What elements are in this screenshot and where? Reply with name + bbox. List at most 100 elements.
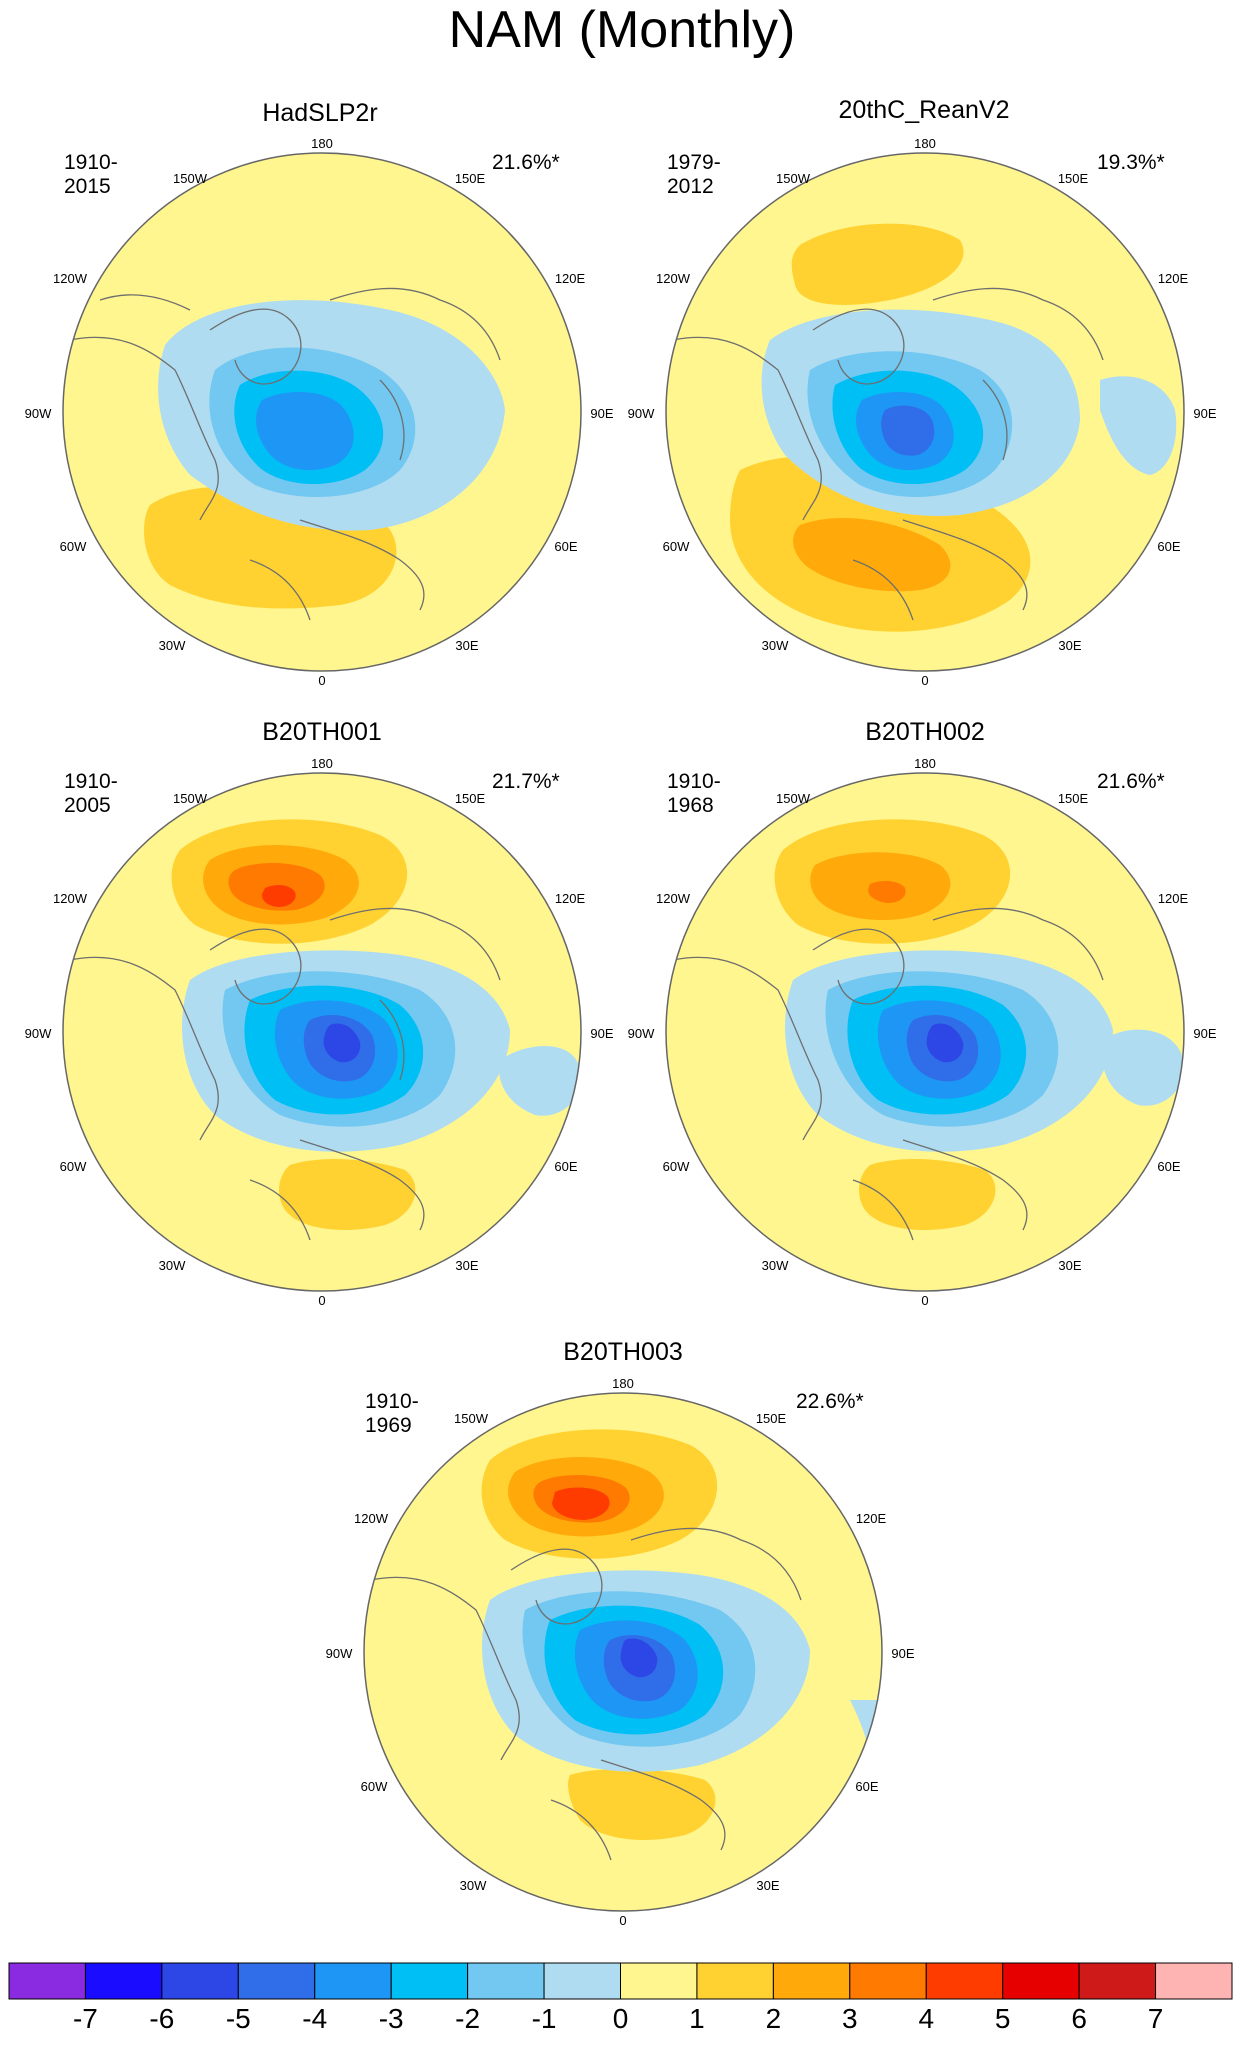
coastlines bbox=[370, 1527, 802, 1861]
lon-label-120e: 120E bbox=[1158, 891, 1189, 906]
colorbar-tick-label: -3 bbox=[378, 2003, 404, 2034]
lon-label-150w: 150W bbox=[454, 1411, 489, 1426]
period-label: 1910-2015 bbox=[64, 151, 118, 198]
colorbar-swatch bbox=[696, 1962, 774, 2000]
contour-negative-1b bbox=[1100, 376, 1177, 475]
contour-negative-5 bbox=[881, 405, 935, 456]
map-b20th003: 180 150W 150E 120W 120E 90W 90E 60W 60E … bbox=[326, 1376, 915, 1928]
lon-label-90w: 90W bbox=[326, 1646, 353, 1661]
period-label: 1910-1969 bbox=[365, 1390, 419, 1437]
map-b20th002: 180 150W 150E 120W 120E 90W 90E 60W 60E … bbox=[628, 756, 1217, 1308]
panel-title: 20thC_ReanV2 bbox=[838, 96, 1010, 124]
lon-label-180: 180 bbox=[914, 136, 936, 151]
colorbar-swatch bbox=[543, 1962, 621, 2000]
longitude-labels: 180 150W 150E 120W 120E 90W 90E 60W 60E … bbox=[628, 136, 1217, 688]
variance-label: 21.7%* bbox=[492, 770, 560, 793]
colorbar-swatch bbox=[620, 1962, 698, 2000]
contour-positive-5 bbox=[278, 1158, 416, 1230]
colorbar-tick-label: 7 bbox=[1147, 2003, 1164, 2034]
colorbar-tick-label: 1 bbox=[689, 2003, 705, 2034]
lon-label-0: 0 bbox=[619, 1913, 626, 1928]
lon-label-30e: 30E bbox=[455, 1258, 478, 1273]
contour-negative-6 bbox=[323, 1023, 361, 1063]
longitude-labels: 180 150W 150E 120W 120E 90W 90E 60W 60E … bbox=[628, 756, 1217, 1308]
lon-label-0: 0 bbox=[318, 673, 325, 688]
colorbar-tick-label: 5 bbox=[994, 2003, 1011, 2034]
colorbar-swatch bbox=[314, 1962, 392, 2000]
coastlines bbox=[672, 287, 1104, 621]
lon-label-30w: 30W bbox=[762, 638, 789, 653]
colorbar-swatch bbox=[390, 1962, 469, 2000]
lon-label-90e: 90E bbox=[1193, 406, 1216, 421]
colorbar-swatch bbox=[161, 1962, 239, 2000]
map-20thc-reanv2: 180 150W 150E 120W 120E 90W 90E 60W 60E … bbox=[628, 136, 1217, 688]
lon-label-90w: 90W bbox=[25, 1026, 52, 1041]
map-border bbox=[665, 772, 1185, 1292]
contour-positive-5 bbox=[568, 1768, 716, 1840]
colorbar-swatch bbox=[1078, 1962, 1157, 2000]
lon-label-90e: 90E bbox=[590, 406, 613, 421]
panel-title: HadSLP2r bbox=[262, 99, 378, 127]
longitude-labels: 180 150W 150E 120W 120E 90W 90E 60W 60E … bbox=[25, 136, 614, 688]
lon-label-120w: 120W bbox=[354, 1511, 389, 1526]
lon-label-30w: 30W bbox=[762, 1258, 789, 1273]
lon-label-180: 180 bbox=[914, 756, 936, 771]
lon-label-150e: 150E bbox=[756, 1411, 787, 1426]
colorbar-tick-label: -7 bbox=[72, 2003, 98, 2034]
colorbar-swatch bbox=[467, 1962, 545, 2000]
map-border bbox=[363, 1392, 883, 1912]
lon-label-120e: 120E bbox=[555, 891, 586, 906]
colorbar-swatch bbox=[84, 1962, 163, 2000]
colorbar-tick-label: 6 bbox=[1071, 2003, 1087, 2034]
colorbar bbox=[8, 1962, 1233, 2000]
colorbar-labels: -7 -6 -5 -4 -3 -2 -1 0 1 2 3 4 5 6 7 bbox=[0, 2003, 1244, 2043]
lon-label-60e: 60E bbox=[855, 1779, 878, 1794]
longitude-labels: 180 150W 150E 120W 120E 90W 90E 60W 60E … bbox=[326, 1376, 915, 1928]
variance-label: 21.6%* bbox=[1097, 770, 1165, 793]
lon-label-120w: 120W bbox=[656, 271, 691, 286]
map-hadslp2r: 180 150W 150E 120W 120E 90W 90E 60W 60E … bbox=[25, 136, 614, 688]
contour-positive-4 bbox=[552, 1487, 610, 1520]
lon-label-90w: 90W bbox=[25, 406, 52, 421]
contour-negative-6 bbox=[620, 1638, 658, 1678]
lon-label-120w: 120W bbox=[53, 891, 88, 906]
lon-label-150w: 150W bbox=[776, 171, 811, 186]
lon-label-120e: 120E bbox=[856, 1511, 887, 1526]
colorbar-tick-label: 4 bbox=[918, 2003, 935, 2034]
lon-label-150e: 150E bbox=[1058, 171, 1089, 186]
contour-negative-1b bbox=[499, 1046, 581, 1116]
main-title: NAM (Monthly) bbox=[448, 1, 796, 59]
contour-negative-6 bbox=[926, 1023, 964, 1063]
longitude-labels: 180 150W 150E 120W 120E 90W 90E 60W 60E … bbox=[25, 756, 614, 1308]
lon-label-120w: 120W bbox=[656, 891, 691, 906]
map-border bbox=[62, 152, 582, 672]
lon-label-0: 0 bbox=[921, 1293, 928, 1308]
contour-positive-1 bbox=[791, 223, 964, 305]
lon-label-30e: 30E bbox=[756, 1878, 779, 1893]
variance-label: 21.6%* bbox=[492, 151, 560, 174]
lon-label-60e: 60E bbox=[1157, 1159, 1180, 1174]
lon-label-120e: 120E bbox=[555, 271, 586, 286]
map-border bbox=[665, 152, 1185, 672]
lon-label-150e: 150E bbox=[455, 171, 486, 186]
lon-label-30e: 30E bbox=[1058, 638, 1081, 653]
lon-label-150w: 150W bbox=[173, 171, 208, 186]
lon-label-60e: 60E bbox=[1157, 539, 1180, 554]
coastlines bbox=[69, 287, 501, 621]
lon-label-180: 180 bbox=[311, 136, 333, 151]
lon-label-150w: 150W bbox=[776, 791, 811, 806]
lon-label-0: 0 bbox=[921, 673, 928, 688]
colorbar-swatch bbox=[1002, 1962, 1080, 2000]
panel-title: B20TH001 bbox=[262, 718, 382, 746]
lon-label-90e: 90E bbox=[891, 1646, 914, 1661]
variance-label: 22.6%* bbox=[796, 1390, 864, 1413]
lon-label-90w: 90W bbox=[628, 406, 655, 421]
lon-label-60w: 60W bbox=[663, 1159, 690, 1174]
variance-label: 19.3%* bbox=[1097, 151, 1165, 174]
lon-label-90e: 90E bbox=[590, 1026, 613, 1041]
lon-label-60w: 60W bbox=[60, 539, 87, 554]
coastlines bbox=[672, 907, 1104, 1241]
colorbar-tick-label: 0 bbox=[612, 2003, 629, 2034]
colorbar-tick-label: 2 bbox=[765, 2003, 782, 2034]
